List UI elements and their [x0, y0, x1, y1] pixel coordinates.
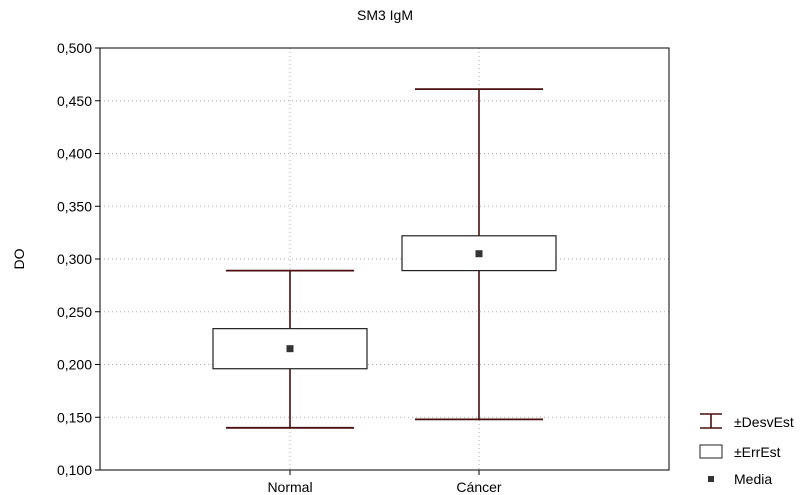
legend-label: Media — [734, 471, 772, 487]
mean-marker — [286, 345, 294, 353]
legend-label: ±DesvEst — [734, 414, 794, 430]
chart-title: SM3 IgM — [357, 7, 413, 23]
x-tick-label: Cáncer — [456, 479, 501, 495]
mean-marker — [475, 250, 483, 258]
axes-layer: 0,100 0,150 0,200 0,250 0,300 0,350 0,400 0,450… — [57, 40, 502, 495]
legend-item-square: Media — [708, 471, 772, 487]
y-tick-label: 0,200 — [57, 357, 92, 373]
legend-item-box: ±ErrEst — [699, 444, 781, 460]
box-group-normal — [212, 269, 368, 429]
y-tick-label: 0,300 — [57, 251, 92, 267]
y-tick-label: 0,150 — [57, 409, 92, 425]
y-tick-label: 0,350 — [57, 198, 92, 214]
y-tick-label: 0,100 — [57, 462, 92, 478]
y-tick-label: 0,400 — [57, 146, 92, 162]
legend-item-whisker: ±DesvEst — [700, 413, 794, 430]
grid-layer — [100, 48, 669, 470]
y-axis-label: DO — [11, 248, 27, 269]
y-tick-label: 0,500 — [57, 40, 92, 56]
y-tick-label: 0,450 — [57, 93, 92, 109]
marks-layer — [212, 88, 557, 429]
legend-mean-icon — [708, 476, 714, 482]
box-group-cáncer — [401, 88, 557, 421]
x-tick-label: Normal — [267, 479, 312, 495]
y-tick-label: 0,250 — [57, 304, 92, 320]
legend: ±DesvEst ±ErrEst Media — [699, 413, 794, 487]
legend-box-icon — [699, 444, 723, 459]
legend-label: ±ErrEst — [734, 444, 781, 460]
